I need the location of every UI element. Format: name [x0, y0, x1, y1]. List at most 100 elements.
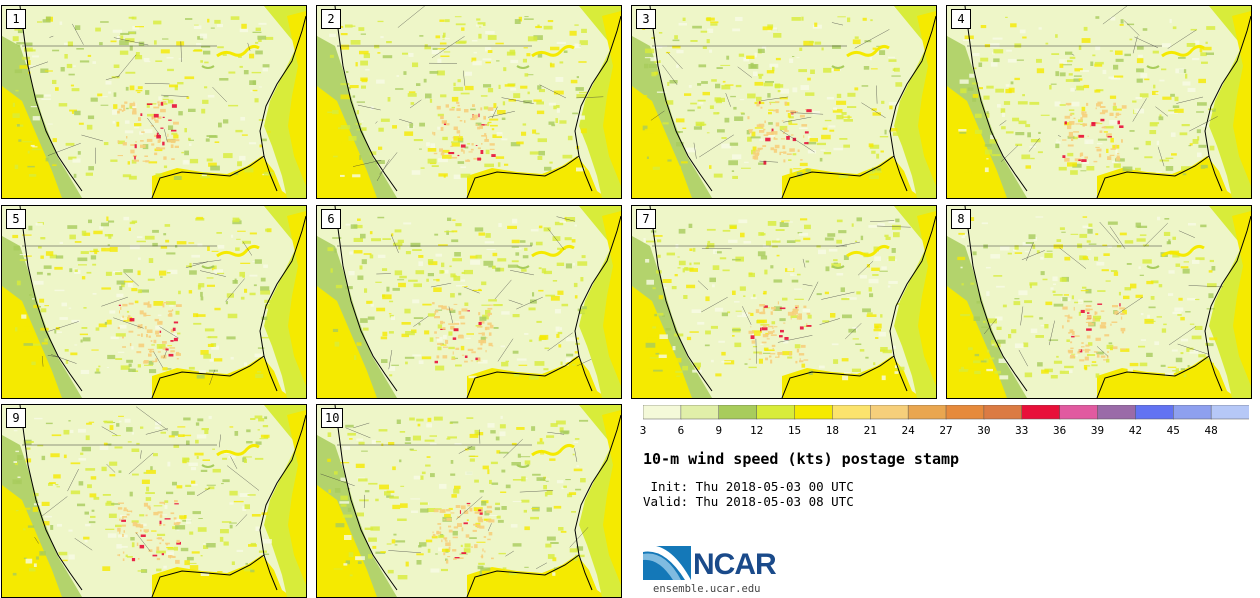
wind-cell	[693, 248, 696, 252]
wind-cell	[223, 119, 228, 123]
wind-cell	[438, 48, 446, 49]
wind-cell	[784, 221, 793, 222]
high-wind-cell	[120, 307, 121, 310]
wind-cell	[335, 342, 340, 347]
wind-cell	[130, 46, 133, 51]
wind-cell	[806, 169, 811, 172]
colorbar-swatch	[1022, 405, 1060, 419]
wind-cell	[379, 485, 389, 490]
wind-cell	[837, 94, 841, 98]
wind-cell	[657, 92, 667, 93]
high-wind-cell	[141, 535, 146, 538]
wind-cell	[479, 233, 486, 236]
wind-cell	[65, 349, 69, 352]
wind-cell	[229, 502, 233, 504]
high-wind-cell	[805, 109, 806, 110]
wind-cell	[411, 102, 415, 105]
wind-cell	[242, 276, 244, 278]
wind-cell	[230, 426, 234, 427]
ncar-logo-text: NCAR	[693, 548, 776, 582]
wind-cell	[201, 555, 203, 556]
wind-cell	[645, 129, 655, 133]
wind-cell	[1184, 261, 1189, 262]
wind-cell	[395, 229, 402, 232]
high-wind-cell	[467, 505, 470, 507]
high-wind-cell	[461, 145, 466, 148]
wind-cell	[130, 86, 135, 91]
wind-cell	[810, 70, 815, 75]
wind-cell	[1002, 113, 1005, 117]
wind-cell	[416, 419, 423, 422]
high-wind-cell	[454, 526, 458, 528]
wind-cell	[653, 167, 660, 170]
wind-cell	[575, 116, 585, 120]
wind-cell	[756, 97, 762, 102]
wind-cell	[576, 87, 584, 91]
wind-cell	[26, 441, 34, 443]
wind-cell	[391, 365, 399, 366]
wind-cell	[239, 156, 245, 161]
colorbar-label: 21	[864, 424, 877, 437]
wind-cell	[870, 57, 872, 61]
wind-cell	[1176, 368, 1179, 373]
wind-cell	[758, 251, 766, 256]
high-wind-cell	[770, 360, 772, 364]
wind-cell	[1020, 30, 1026, 34]
wind-cell	[878, 223, 885, 226]
map-panel-9: 9	[1, 404, 307, 598]
wind-cell	[1015, 343, 1024, 348]
wind-cell	[1170, 19, 1172, 23]
wind-cell	[581, 29, 587, 33]
wind-cell	[1049, 85, 1051, 90]
wind-cell	[973, 251, 977, 255]
high-wind-cell	[1121, 317, 1122, 320]
wind-cell	[977, 301, 981, 304]
wind-cell	[80, 334, 88, 336]
wind-cell	[409, 53, 414, 57]
colorbar	[643, 405, 1249, 421]
wind-cell	[357, 219, 361, 222]
wind-cell	[196, 422, 199, 425]
wind-cell	[458, 293, 461, 296]
high-wind-cell	[465, 160, 470, 162]
high-wind-cell	[122, 346, 126, 348]
wind-cell	[476, 24, 483, 26]
wind-cell	[775, 84, 780, 89]
wind-cell	[857, 217, 863, 221]
wind-cell	[531, 229, 539, 231]
wind-cell	[455, 443, 462, 445]
wind-cell	[402, 322, 411, 325]
wind-cell	[715, 84, 720, 89]
high-wind-cell	[119, 310, 120, 313]
wind-cell	[767, 93, 770, 98]
wind-cell	[1130, 130, 1135, 132]
wind-cell	[1092, 55, 1095, 57]
wind-cell	[88, 166, 94, 170]
wind-cell	[1178, 298, 1182, 301]
wind-cell	[1125, 240, 1134, 243]
wind-cell	[393, 534, 396, 536]
high-wind-cell	[774, 138, 778, 140]
high-wind-cell	[461, 149, 463, 152]
wind-cell	[501, 506, 506, 510]
wind-cell	[426, 423, 432, 427]
wind-cell	[510, 60, 518, 63]
wind-cell	[138, 271, 141, 276]
high-wind-cell	[1068, 145, 1074, 147]
wind-cell	[380, 551, 386, 553]
wind-cell	[1150, 124, 1158, 127]
wind-cell	[106, 217, 108, 222]
wind-cell	[1043, 279, 1048, 281]
wind-cell	[466, 338, 471, 339]
wind-cell	[1011, 329, 1016, 333]
high-wind-cell	[166, 349, 169, 351]
wind-cell	[68, 42, 73, 47]
high-wind-cell	[159, 139, 161, 142]
high-wind-cell	[130, 343, 131, 346]
high-wind-cell	[1085, 357, 1089, 361]
wind-cell	[132, 542, 135, 547]
wind-cell	[106, 81, 112, 85]
wind-speed-map	[2, 206, 306, 398]
wind-cell	[714, 174, 723, 178]
wind-cell	[1067, 162, 1077, 166]
